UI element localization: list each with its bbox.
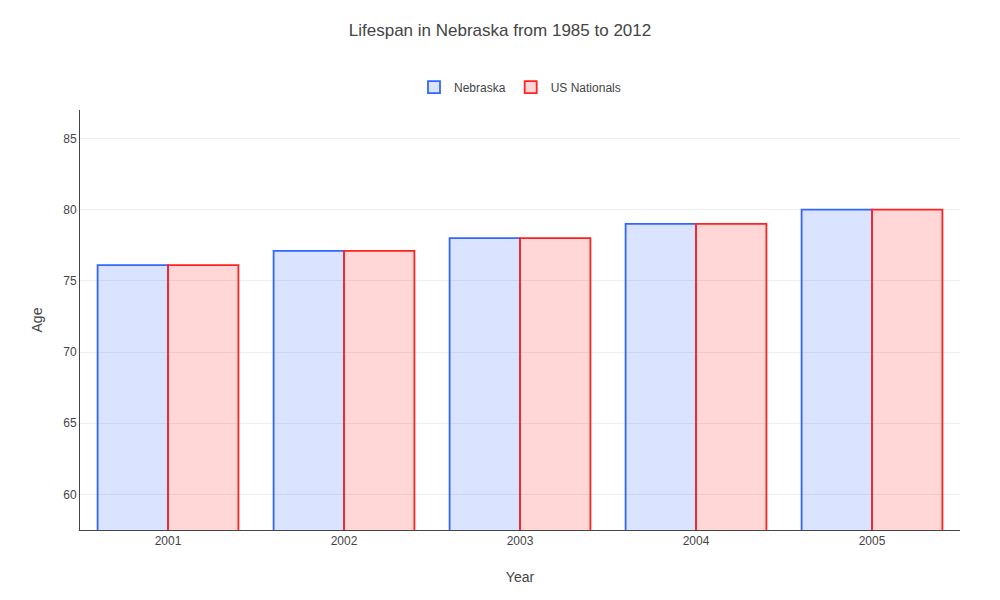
- svg-text:US Nationals: US Nationals: [551, 81, 621, 95]
- svg-text:Year: Year: [506, 569, 535, 585]
- svg-text:Lifespan in Nebraska from 1985: Lifespan in Nebraska from 1985 to 2012: [349, 21, 651, 40]
- svg-text:65: 65: [63, 416, 77, 430]
- svg-text:2001: 2001: [155, 534, 182, 548]
- svg-text:2002: 2002: [331, 534, 358, 548]
- svg-text:60: 60: [63, 488, 77, 502]
- svg-text:2005: 2005: [859, 534, 886, 548]
- svg-text:2003: 2003: [507, 534, 534, 548]
- svg-text:Age: Age: [29, 307, 45, 332]
- svg-text:85: 85: [63, 132, 77, 146]
- svg-text:Nebraska: Nebraska: [454, 81, 506, 95]
- svg-text:70: 70: [63, 345, 77, 359]
- svg-text:75: 75: [63, 274, 77, 288]
- svg-text:2004: 2004: [683, 534, 710, 548]
- svg-text:80: 80: [63, 203, 77, 217]
